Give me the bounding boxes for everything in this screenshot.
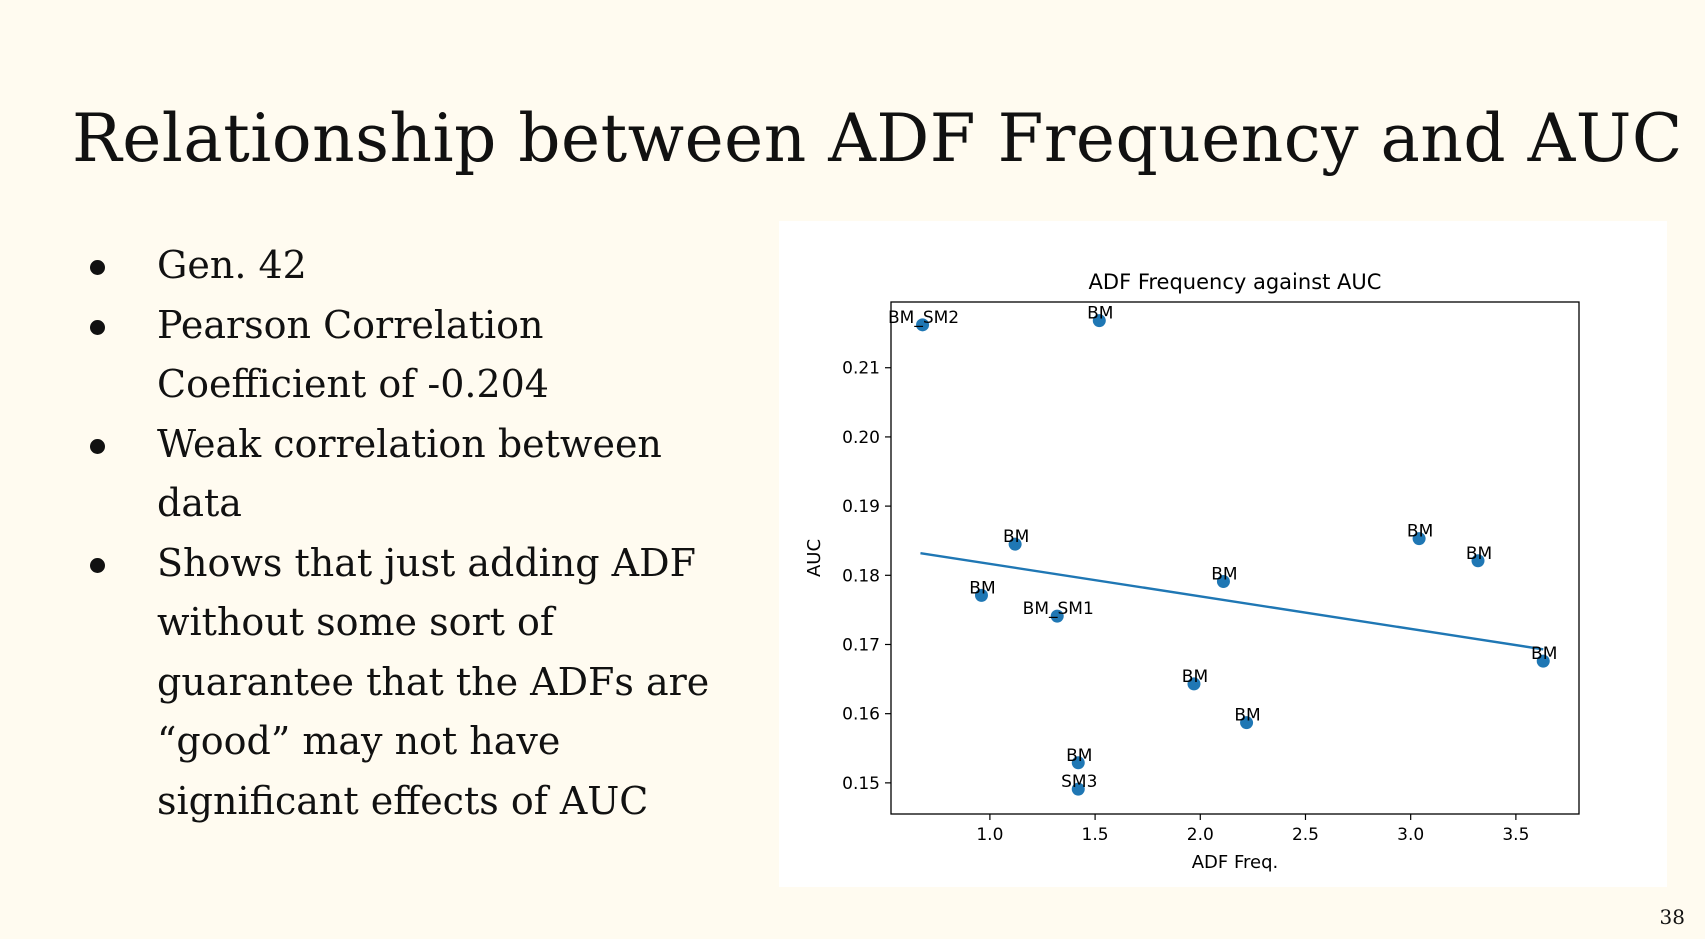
data-point-label: BM [1234, 706, 1260, 726]
y-tick-label: 0.19 [842, 497, 880, 517]
y-tick-label: 0.18 [842, 566, 880, 586]
y-tick-label: 0.15 [842, 774, 880, 794]
chart-panel: ADF Frequency against AUC 1.0 1.5 2.0 2.5 3.0… [779, 221, 1667, 887]
data-point [1008, 537, 1022, 551]
x-tick-label: 1.0 [976, 825, 1003, 845]
y-tick-label: 0.21 [842, 359, 880, 379]
chart-title: ADF Frequency against AUC [1089, 270, 1382, 294]
data-point [1187, 677, 1201, 691]
bullet-item: Weak correlation between data [84, 415, 724, 534]
bullet-text: Gen. 42 [157, 243, 307, 287]
bullet-dot-icon [90, 319, 105, 335]
data-point [916, 318, 930, 332]
data-point [974, 588, 988, 602]
bullet-item: Pearson Correlation Coefficient of -0.20… [84, 296, 724, 415]
data-point [1216, 575, 1230, 589]
y-tick-label: 0.20 [842, 428, 880, 448]
data-point [1412, 532, 1426, 546]
data-point-label: BM [1211, 565, 1237, 585]
bullet-text: Pearson Correlation Coefficient of -0.20… [157, 302, 549, 407]
data-point-label: BM [1066, 746, 1092, 766]
data-point-label: BM [1466, 544, 1492, 564]
bullet-text: Shows that just adding ADF without some … [157, 540, 710, 823]
slide-title: Relationship between ADF Frequency and A… [72, 100, 1683, 177]
data-point-label: BM_SM2 [888, 308, 959, 328]
bullet-item: Shows that just adding ADF without some … [84, 534, 724, 832]
data-point-label: BM [1407, 522, 1433, 542]
data-point [1536, 654, 1550, 668]
y-axis-label: AUC [804, 539, 825, 577]
x-tick-label: 2.5 [1292, 825, 1319, 845]
x-tick-label: 3.0 [1397, 825, 1424, 845]
bullet-list: Gen. 42 Pearson Correlation Coefficient … [84, 236, 724, 831]
y-tick-label: 0.17 [842, 635, 880, 655]
data-point-label: SM3 [1061, 772, 1097, 792]
data-point [1092, 314, 1106, 328]
data-point [1471, 554, 1485, 568]
data-point [1240, 716, 1254, 730]
data-point-label: BM [1531, 644, 1557, 664]
data-point-label: BM [969, 578, 995, 598]
plot-frame [890, 301, 1580, 815]
x-tick-label: 3.5 [1502, 825, 1529, 845]
data-point-label: BM [1182, 667, 1208, 687]
data-point-label: BM [1003, 527, 1029, 547]
page-number: 38 [1659, 905, 1685, 929]
y-tick-label: 0.16 [842, 705, 880, 725]
data-point-label: BM [1087, 304, 1113, 324]
bullet-dot-icon [90, 260, 105, 275]
scatter-chart: ADF Frequency against AUC 1.0 1.5 2.0 2.5 3.0… [804, 270, 1580, 873]
bullet-text: Weak correlation between data [157, 421, 662, 526]
x-axis-label: ADF Freq. [1192, 852, 1279, 873]
x-tick-label: 1.5 [1082, 825, 1109, 845]
data-point [1071, 756, 1085, 770]
bullet-dot-icon [90, 438, 105, 454]
bullet-item: Gen. 42 [84, 236, 724, 296]
trend-line [920, 551, 1544, 651]
x-tick-label: 2.0 [1187, 825, 1214, 845]
data-point-label: BM_SM1 [1023, 599, 1094, 619]
bullet-dot-icon [90, 557, 105, 573]
data-point [1071, 782, 1085, 796]
data-point [1050, 609, 1064, 623]
